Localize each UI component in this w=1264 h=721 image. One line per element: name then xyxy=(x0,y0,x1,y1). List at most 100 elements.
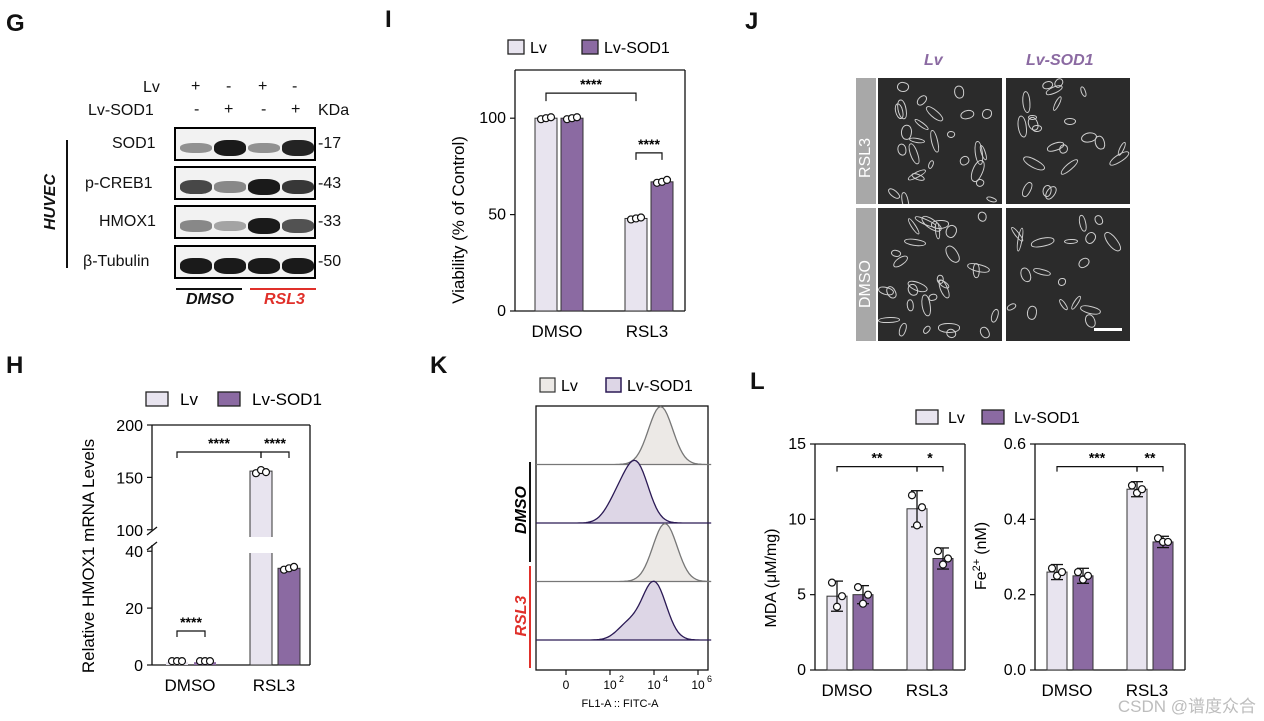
data-point xyxy=(289,562,299,571)
cell-shape xyxy=(931,219,949,229)
y-tick-label: 15 xyxy=(788,436,806,453)
row-label-rsl3: RSL3 xyxy=(513,595,530,636)
x-tick-label: RSL3 xyxy=(626,322,669,341)
cell-shape xyxy=(976,210,987,222)
blot-band xyxy=(282,219,314,233)
fe-label-unit: (nM) xyxy=(973,522,990,555)
x-tick-label: 10 xyxy=(603,678,617,692)
blot-band xyxy=(214,140,246,156)
y-tick-label: 100 xyxy=(116,523,143,540)
data-point xyxy=(177,657,187,666)
significance-bracket xyxy=(260,451,290,458)
lvsod1-sign-4: + xyxy=(291,101,301,118)
cell-shape xyxy=(1021,90,1031,114)
data-point xyxy=(943,554,953,563)
x-tick-exponent: 6 xyxy=(707,674,712,684)
cell-shape xyxy=(1079,85,1088,97)
hist-rsl3-lvsod1 xyxy=(536,580,712,641)
cell-line-divider xyxy=(66,140,68,268)
bar xyxy=(624,217,648,312)
cell-shape xyxy=(897,143,907,156)
chart-i: Lv Lv-SOD1 0 50 100 DMSO RSL3 **** **** Viabil… xyxy=(449,39,686,341)
cell-shape xyxy=(906,142,921,167)
y-tick-label: 50 xyxy=(488,207,506,224)
y-tick-label: 0.2 xyxy=(1004,587,1026,604)
kda-tubulin: -50 xyxy=(318,253,342,270)
y-tick-label: 100 xyxy=(479,110,506,127)
dmso-group-label: DMSO xyxy=(186,291,234,308)
watermark: CSDN @谱度众合 xyxy=(1117,697,1256,716)
significance-bracket xyxy=(176,630,206,637)
significance-label: **** xyxy=(638,136,660,152)
data-point xyxy=(1057,567,1067,577)
legend-label-lvsod1: Lv-SOD1 xyxy=(252,390,322,409)
lvsod1-row-label: Lv-SOD1 xyxy=(88,102,154,119)
y-tick-label: 20 xyxy=(125,601,143,618)
significance-bracket xyxy=(176,451,262,458)
chart-k: Lv Lv-SOD1 0 10 2 10 4 10 6 DMSO RSL3 FL1-A ::… xyxy=(513,377,712,710)
data-point xyxy=(917,503,927,512)
y-axis-label: Relative HMOX1 mRNA Levels xyxy=(79,439,98,673)
legend-swatch-lvsod1 xyxy=(581,39,599,55)
cell-shape xyxy=(1020,181,1035,200)
data-point xyxy=(662,175,672,184)
cell-shape xyxy=(953,85,964,99)
blot-band xyxy=(180,220,212,232)
data-point xyxy=(837,592,847,601)
bar xyxy=(249,470,273,666)
panel-label-g: G xyxy=(6,10,25,37)
significance-label: *** xyxy=(1089,450,1106,466)
legend-label-lvsod1: Lv-SOD1 xyxy=(1014,410,1080,427)
fe-label-main: Fe xyxy=(973,571,990,590)
significance-label: **** xyxy=(180,614,202,630)
data-point xyxy=(636,213,646,222)
cell-shape xyxy=(897,321,909,337)
cell-shape xyxy=(1032,266,1052,278)
cell-shape xyxy=(985,195,998,204)
blot-band xyxy=(248,258,280,274)
rsl3-group-line xyxy=(250,288,316,290)
y-tick-label: 5 xyxy=(797,587,806,604)
significance-label: ** xyxy=(1145,450,1156,466)
y-tick-label: 150 xyxy=(116,470,143,487)
micro-col-label-lvsod1: Lv-SOD1 xyxy=(1026,52,1094,69)
hist-dmso-lvsod1 xyxy=(536,459,712,524)
significance-label: * xyxy=(927,450,933,466)
data-point xyxy=(933,546,943,556)
data-point xyxy=(205,657,215,666)
x-axis-label: FL1-A :: FITC-A xyxy=(581,698,659,710)
data-point xyxy=(1163,537,1173,547)
lvsod1-sign-2: + xyxy=(224,101,234,118)
data-point xyxy=(858,599,868,608)
micro-row-strip-dmso: DMSO xyxy=(856,208,876,341)
cell-shape xyxy=(1078,214,1089,233)
panel-label-j: J xyxy=(745,8,759,35)
y-tick-label: 0.0 xyxy=(1004,662,1026,679)
chart-h: Lv Lv-SOD1 0 20 40 100 150 200 DMSO RSL3 **** ***… xyxy=(79,390,322,695)
blot-band xyxy=(180,180,212,194)
x-tick-label: RSL3 xyxy=(1126,681,1169,700)
cell-shape xyxy=(1076,255,1092,270)
bar xyxy=(560,117,584,312)
cell-shape xyxy=(896,81,910,94)
x-tick-label: 0 xyxy=(563,678,570,692)
cell-shape xyxy=(1102,229,1124,254)
blot-band xyxy=(282,179,314,195)
cell-shape xyxy=(1031,124,1042,133)
significance-bracket xyxy=(635,152,663,160)
kda-hmox1: -33 xyxy=(318,213,342,230)
micro-row-strip-rsl3: RSL3 xyxy=(856,78,876,204)
protein-label-tubulin: β-Tubulin xyxy=(83,253,150,270)
axis-break-mark xyxy=(146,526,158,536)
data-point xyxy=(863,590,873,599)
panel-label-k: K xyxy=(430,352,448,379)
cell-shape xyxy=(957,154,971,168)
y-tick-label: 0 xyxy=(134,658,143,675)
axis-break-mark xyxy=(146,541,158,551)
data-point xyxy=(907,491,917,500)
fe-y-axis-label: Fe2+ (nM) xyxy=(971,522,990,590)
legend-label-lv: Lv xyxy=(180,390,198,409)
y-tick-label: 0 xyxy=(797,662,806,679)
micro-row-label-rsl3: RSL3 xyxy=(857,137,874,178)
legend-label-lv: Lv xyxy=(948,410,965,427)
